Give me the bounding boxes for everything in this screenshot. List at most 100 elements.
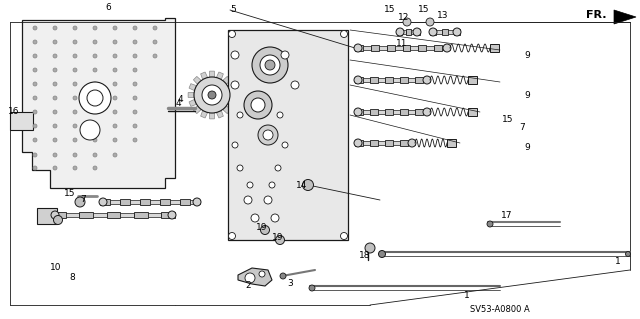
Bar <box>395 46 403 50</box>
Circle shape <box>33 26 37 30</box>
Circle shape <box>53 96 57 100</box>
Bar <box>411 30 415 34</box>
Circle shape <box>252 47 288 83</box>
Circle shape <box>93 26 97 30</box>
Circle shape <box>245 273 255 283</box>
Circle shape <box>303 180 314 190</box>
Text: SV53-A0800 A: SV53-A0800 A <box>470 306 530 315</box>
Bar <box>37 208 57 224</box>
Polygon shape <box>227 99 235 106</box>
Text: 15: 15 <box>419 5 429 14</box>
Bar <box>442 46 450 50</box>
Circle shape <box>247 182 253 188</box>
Circle shape <box>133 82 137 86</box>
Bar <box>385 77 392 83</box>
Circle shape <box>443 44 451 52</box>
Polygon shape <box>22 18 175 188</box>
Circle shape <box>193 198 201 206</box>
Bar <box>362 110 370 114</box>
Circle shape <box>244 91 272 119</box>
Circle shape <box>33 54 37 58</box>
Circle shape <box>33 96 37 100</box>
Text: 19: 19 <box>256 224 268 233</box>
Text: FR.: FR. <box>586 10 606 20</box>
Circle shape <box>113 82 117 86</box>
Circle shape <box>133 40 137 44</box>
Circle shape <box>113 124 117 128</box>
Circle shape <box>73 54 77 58</box>
Circle shape <box>33 138 37 142</box>
Circle shape <box>93 138 97 142</box>
Circle shape <box>33 68 37 72</box>
Circle shape <box>423 76 431 84</box>
Text: 4: 4 <box>175 99 181 108</box>
Circle shape <box>73 138 77 142</box>
Text: 5: 5 <box>230 4 236 13</box>
Circle shape <box>113 96 117 100</box>
Circle shape <box>133 26 137 30</box>
Circle shape <box>269 182 275 188</box>
Circle shape <box>87 90 103 106</box>
Circle shape <box>73 26 77 30</box>
Bar <box>107 212 120 218</box>
Bar <box>426 46 434 50</box>
Circle shape <box>53 26 57 30</box>
Polygon shape <box>238 268 272 286</box>
Bar <box>93 213 107 217</box>
Text: 17: 17 <box>501 211 513 219</box>
Polygon shape <box>188 92 194 98</box>
Bar <box>362 141 370 145</box>
Circle shape <box>153 40 157 44</box>
Text: 10: 10 <box>51 263 61 272</box>
Bar <box>180 199 190 205</box>
Circle shape <box>93 40 97 44</box>
Bar <box>415 77 422 83</box>
Circle shape <box>113 40 117 44</box>
Text: 9: 9 <box>524 50 530 60</box>
Circle shape <box>73 40 77 44</box>
Bar <box>371 45 379 51</box>
Polygon shape <box>230 92 236 98</box>
Circle shape <box>153 54 157 58</box>
Bar <box>408 110 415 114</box>
Bar <box>370 77 378 83</box>
Bar <box>148 213 161 217</box>
Circle shape <box>53 54 57 58</box>
Circle shape <box>93 68 97 72</box>
Polygon shape <box>223 106 230 114</box>
Circle shape <box>228 31 236 38</box>
Circle shape <box>228 233 236 240</box>
Bar <box>378 141 385 145</box>
Bar <box>150 200 160 204</box>
Bar <box>10 112 33 130</box>
Circle shape <box>396 28 404 36</box>
Text: 2: 2 <box>245 281 251 291</box>
Circle shape <box>202 85 222 105</box>
Bar <box>370 140 378 146</box>
Bar <box>355 45 363 51</box>
Text: 14: 14 <box>296 181 308 189</box>
Circle shape <box>237 165 243 171</box>
Circle shape <box>453 28 461 36</box>
Bar <box>378 110 385 114</box>
Bar <box>110 200 120 204</box>
Circle shape <box>271 214 279 222</box>
Bar <box>403 45 410 51</box>
Circle shape <box>258 125 278 145</box>
Circle shape <box>33 40 37 44</box>
Circle shape <box>277 112 283 118</box>
Bar <box>408 141 415 145</box>
Text: 15: 15 <box>384 5 396 14</box>
Circle shape <box>93 82 97 86</box>
Circle shape <box>113 138 117 142</box>
Bar <box>160 199 170 205</box>
Circle shape <box>231 81 239 89</box>
Text: 9: 9 <box>524 91 530 100</box>
Bar <box>400 109 408 115</box>
Bar <box>378 78 385 82</box>
Polygon shape <box>201 110 207 118</box>
Text: 9: 9 <box>524 144 530 152</box>
Circle shape <box>93 96 97 100</box>
Circle shape <box>75 197 85 207</box>
Circle shape <box>413 28 421 36</box>
